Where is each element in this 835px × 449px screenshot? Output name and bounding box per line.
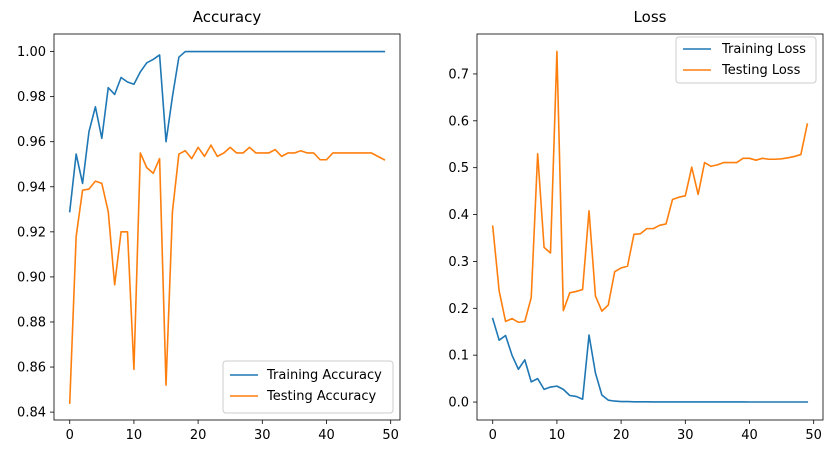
accuracy-axes: 0 10 20 30 40 50 0.84 0.86 0.88 0.90 0.92 0.94 0.96 0… <box>17 45 399 443</box>
loss-x-tick-label: 0 <box>489 428 497 443</box>
accuracy-legend: Training Accuracy Testing Accuracy <box>222 360 394 414</box>
loss-y-tick-label: 0.2 <box>448 302 469 317</box>
loss-axes: 0 10 20 30 40 50 0.0 0.1 0.2 0.3 0.4 0.5 0.6 0.7 <box>448 67 822 443</box>
loss-y-tick-label: 0.6 <box>448 114 469 129</box>
accuracy-x-tick-label: 50 <box>382 428 399 443</box>
accuracy-y-tick-label: 0.88 <box>17 315 46 330</box>
accuracy-y-tick-label: 0.86 <box>17 361 46 376</box>
loss-y-tick-label: 0.0 <box>448 396 469 411</box>
loss-panel: Loss 0 10 20 30 40 50 0.0 0.1 0.2 0.3 0.4 0.5 0.6 0.7… <box>448 8 824 443</box>
accuracy-panel: Accuracy 0 10 20 30 40 50 0.84 0.86 0.88 0.90 0.92… <box>17 8 401 443</box>
accuracy-x-tick-label: 20 <box>190 428 207 443</box>
loss-x-tick-label: 30 <box>677 428 694 443</box>
accuracy-series-line-testing <box>68 144 386 404</box>
accuracy-series <box>68 50 386 404</box>
loss-series <box>491 50 809 403</box>
accuracy-series-line-training <box>68 50 386 213</box>
loss-y-tick-label: 0.3 <box>448 255 469 270</box>
accuracy-y-tick-label: 0.94 <box>17 180 46 195</box>
accuracy-title: Accuracy <box>193 8 262 26</box>
legend-label-testing-accuracy: Testing Accuracy <box>266 389 376 404</box>
accuracy-legend-box <box>222 360 394 414</box>
accuracy-y-tick-label: 1.00 <box>17 45 46 60</box>
legend-label-training-accuracy: Training Accuracy <box>266 368 382 383</box>
loss-y-tick-label: 0.4 <box>448 208 469 223</box>
loss-series-line-testing <box>491 50 809 324</box>
loss-y-tick-label: 0.1 <box>448 349 469 364</box>
accuracy-y-tick-label: 0.92 <box>17 225 46 240</box>
loss-x-tick-label: 40 <box>741 428 758 443</box>
loss-y-tick-label: 0.7 <box>448 67 469 82</box>
accuracy-y-tick-label: 0.98 <box>17 90 46 105</box>
loss-x-tick-label: 50 <box>805 428 822 443</box>
accuracy-x-tick-label: 40 <box>318 428 335 443</box>
accuracy-x-tick-label: 30 <box>254 428 271 443</box>
accuracy-y-tick-label: 0.90 <box>17 270 46 285</box>
loss-legend: Training Loss Testing Loss <box>675 36 817 84</box>
loss-x-tick-label: 20 <box>613 428 630 443</box>
accuracy-y-tick-label: 0.96 <box>17 135 46 150</box>
accuracy-plot-frame <box>53 33 401 421</box>
loss-x-tick-label: 10 <box>549 428 566 443</box>
loss-title: Loss <box>634 8 667 26</box>
legend-label-training-loss: Training Loss <box>721 42 806 57</box>
accuracy-y-tick-label: 0.84 <box>17 406 46 421</box>
legend-label-testing-loss: Testing Loss <box>721 63 801 78</box>
loss-y-tick-label: 0.5 <box>448 161 469 176</box>
loss-series-line-training <box>491 317 809 403</box>
accuracy-x-tick-label: 0 <box>66 428 74 443</box>
accuracy-x-tick-label: 10 <box>126 428 143 443</box>
loss-plot-frame <box>476 33 824 421</box>
